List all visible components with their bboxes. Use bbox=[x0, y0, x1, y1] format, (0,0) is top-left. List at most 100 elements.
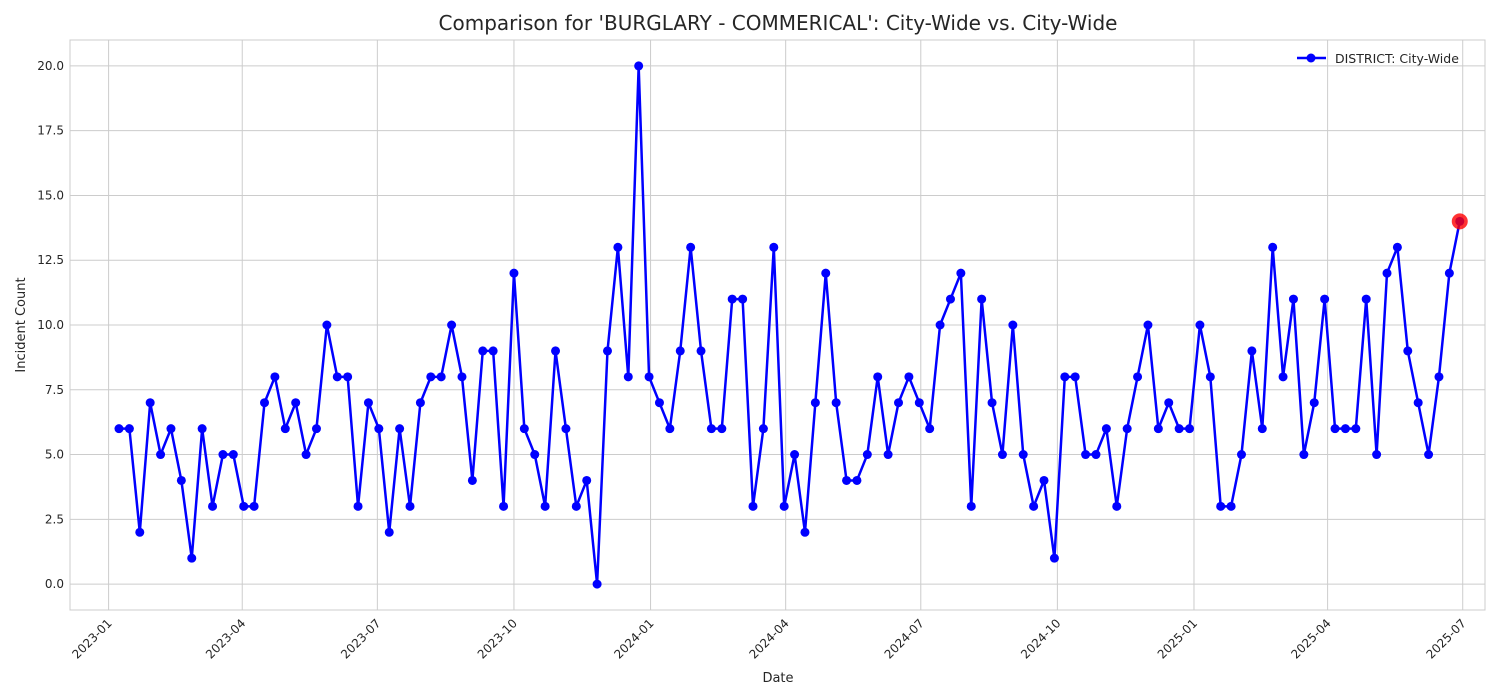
data-point bbox=[156, 450, 166, 460]
data-point bbox=[1320, 294, 1330, 304]
data-point bbox=[1008, 320, 1018, 330]
x-tick-labels: 2023-01 2023-04 2023-07 2023-10 2024-01 2024-… bbox=[69, 616, 1468, 661]
data-point bbox=[270, 372, 280, 382]
data-point bbox=[1288, 294, 1298, 304]
data-point bbox=[1309, 398, 1319, 408]
data-point bbox=[894, 398, 904, 408]
data-point bbox=[1049, 553, 1059, 563]
data-point bbox=[509, 268, 519, 278]
data-point bbox=[135, 527, 145, 537]
data-point bbox=[675, 346, 685, 356]
data-point bbox=[447, 320, 457, 330]
data-point bbox=[1205, 372, 1215, 382]
y-tick-label: 5.0 bbox=[45, 448, 64, 462]
data-point bbox=[1330, 424, 1340, 434]
data-point bbox=[1039, 475, 1049, 485]
data-point bbox=[592, 579, 602, 589]
data-point bbox=[1361, 294, 1371, 304]
data-point bbox=[602, 346, 612, 356]
plot-frame bbox=[69, 39, 1486, 611]
data-point bbox=[488, 346, 498, 356]
data-point bbox=[1257, 424, 1267, 434]
data-point bbox=[727, 294, 737, 304]
x-tick-label: 2025-07 bbox=[1423, 616, 1468, 661]
data-point bbox=[977, 294, 987, 304]
data-point bbox=[1174, 424, 1184, 434]
series-layer bbox=[114, 61, 1468, 589]
data-point bbox=[208, 501, 218, 511]
data-point bbox=[114, 424, 124, 434]
data-point bbox=[1091, 450, 1101, 460]
data-point bbox=[1185, 424, 1195, 434]
x-tick-label: 2025-01 bbox=[1155, 616, 1200, 661]
legend-marker-swatch bbox=[1306, 53, 1316, 63]
data-point bbox=[1351, 424, 1361, 434]
data-point bbox=[436, 372, 446, 382]
data-point bbox=[623, 372, 633, 382]
data-point bbox=[1278, 372, 1288, 382]
data-point bbox=[332, 372, 342, 382]
data-point bbox=[166, 424, 176, 434]
data-point bbox=[956, 268, 966, 278]
data-point bbox=[862, 450, 872, 460]
x-axis-label: Date bbox=[762, 671, 793, 686]
data-point bbox=[644, 372, 654, 382]
data-point bbox=[1133, 372, 1143, 382]
x-tick-label: 2023-07 bbox=[338, 616, 383, 661]
data-point bbox=[945, 294, 955, 304]
data-point bbox=[124, 424, 134, 434]
data-point bbox=[1403, 346, 1413, 356]
data-point bbox=[987, 398, 997, 408]
y-tick-label: 20.0 bbox=[37, 59, 64, 73]
data-point bbox=[1070, 372, 1080, 382]
data-point bbox=[686, 242, 696, 252]
x-tick-label: 2023-04 bbox=[203, 616, 248, 661]
data-point bbox=[239, 501, 249, 511]
y-tick-label: 7.5 bbox=[45, 383, 64, 397]
data-point bbox=[1372, 450, 1382, 460]
highlight-point bbox=[1451, 213, 1468, 230]
data-point bbox=[405, 501, 415, 511]
y-tick-label: 15.0 bbox=[37, 188, 64, 202]
data-point bbox=[779, 501, 789, 511]
data-point bbox=[1382, 268, 1392, 278]
legend: DISTRICT: City-Wide bbox=[1297, 51, 1459, 66]
data-point bbox=[1081, 450, 1091, 460]
data-point bbox=[966, 501, 976, 511]
data-point bbox=[1392, 242, 1402, 252]
x-tick-label: 2025-04 bbox=[1288, 616, 1333, 661]
data-point bbox=[821, 268, 831, 278]
data-point bbox=[478, 346, 488, 356]
data-point bbox=[935, 320, 945, 330]
data-point bbox=[540, 501, 550, 511]
data-point bbox=[925, 424, 935, 434]
data-point bbox=[790, 450, 800, 460]
data-point bbox=[228, 450, 238, 460]
data-point bbox=[1029, 501, 1039, 511]
data-point bbox=[1268, 242, 1278, 252]
data-point bbox=[706, 424, 716, 434]
data-point bbox=[1216, 501, 1226, 511]
x-tick-label: 2024-01 bbox=[611, 616, 656, 661]
data-point bbox=[187, 553, 197, 563]
data-point bbox=[301, 450, 311, 460]
data-point bbox=[571, 501, 581, 511]
data-point bbox=[1101, 424, 1111, 434]
data-point bbox=[551, 346, 561, 356]
x-tick-label: 2024-04 bbox=[746, 616, 791, 661]
data-point bbox=[1444, 268, 1454, 278]
data-point bbox=[769, 242, 779, 252]
y-tick-labels: 0.0 2.5 5.0 7.5 10.0 12.5 15.0 17.5 20.0 bbox=[37, 59, 64, 591]
data-point bbox=[997, 450, 1007, 460]
data-point bbox=[1122, 424, 1132, 434]
x-tick-label: 2024-07 bbox=[882, 616, 927, 661]
data-point bbox=[634, 61, 644, 71]
data-point bbox=[415, 398, 425, 408]
data-point bbox=[343, 372, 353, 382]
data-point bbox=[810, 398, 820, 408]
legend-label: DISTRICT: City-Wide bbox=[1335, 51, 1459, 66]
y-tick-label: 2.5 bbox=[45, 512, 64, 526]
data-point bbox=[197, 424, 207, 434]
